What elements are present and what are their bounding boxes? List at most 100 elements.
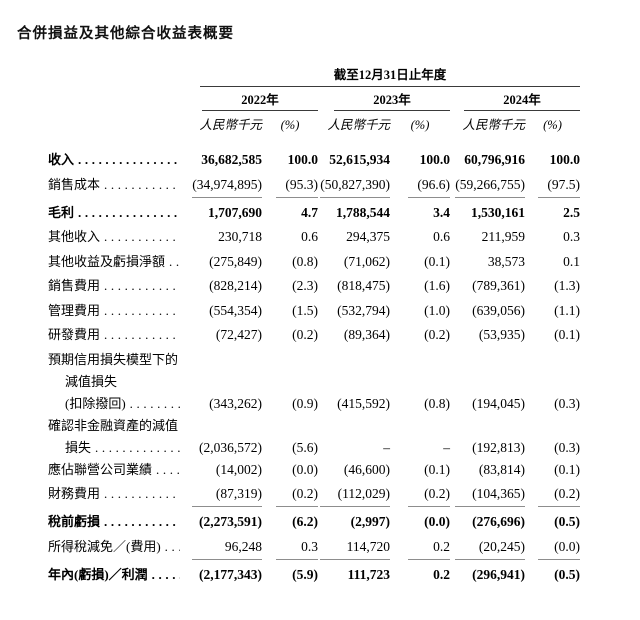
table-row: (扣除撥回)..................................… (48, 396, 580, 418)
row-label-cell: 預期信用損失模型下的 (48, 352, 580, 368)
amount-value: (818,475) (337, 278, 390, 293)
amount-value: (20,245) (450, 539, 525, 560)
row-label-cell: 損失......................................… (48, 440, 180, 456)
percent-value: (0.8) (292, 253, 318, 269)
table-row: 其他收入....................................… (48, 229, 580, 254)
row-label-cell: 應佔聯營公司業績................................… (48, 462, 180, 478)
amount-value: 36,682,585 (201, 152, 262, 167)
year-group-spacer (48, 93, 180, 111)
percent-label: (%) (410, 118, 430, 132)
row-label: 年內(虧損)／利潤 (48, 566, 148, 582)
row-label: 其他收入 (48, 229, 101, 244)
row-label-cell: 研發費用....................................… (48, 327, 180, 343)
row-label: 預期信用損失模型下的 (48, 351, 179, 367)
percent-value: (5.9) (292, 566, 318, 582)
row-label: 減值損失 (65, 373, 118, 389)
percent-value: (0.0) (525, 539, 580, 560)
amount-value: (2,036,572) (199, 439, 262, 455)
table-row: 預期信用損失模型下的 (48, 352, 580, 374)
percent-value: 0.3 (262, 539, 318, 560)
amount-value: 38,573 (487, 253, 525, 269)
percent-value: (0.0) (292, 461, 318, 477)
amount-value: (192,813) (472, 439, 525, 455)
percent-value: (0.3) (554, 439, 580, 455)
table-row: 銷售費用....................................… (48, 278, 580, 303)
amount-value: (34,974,895) (180, 177, 262, 198)
percent-value: 0.6 (301, 229, 318, 244)
percent-value: (0.2) (424, 327, 450, 342)
amount-value: (59,266,755) (450, 177, 525, 198)
row-label-cell: 其他收入....................................… (48, 229, 180, 245)
row-label: (扣除撥回) (65, 395, 126, 411)
amount-value: (415,592) (337, 395, 390, 411)
table-row: 稅前虧損....................................… (48, 514, 580, 539)
table-row: 研發費用....................................… (48, 327, 580, 352)
row-label: 損失 (65, 439, 92, 455)
leader-dots: ........................................… (151, 566, 180, 582)
percent-label: (%) (543, 118, 562, 132)
amount-value: 294,375 (346, 229, 390, 244)
table-row: 管理費用....................................… (48, 303, 580, 328)
amount-value: (89,364) (343, 327, 390, 342)
amount-value: 1,707,690 (208, 204, 262, 220)
percent-value: (0.5) (554, 514, 580, 529)
leader-dots: ........................................… (104, 327, 180, 342)
percent-value: (5.6) (292, 439, 318, 455)
amount-value: (639,056) (472, 302, 525, 318)
percent-value: (1.1) (554, 302, 580, 318)
row-label-cell: 銷售成本....................................… (48, 177, 180, 193)
row-label: 收入 (48, 152, 75, 167)
leader-dots: ........................................… (104, 486, 180, 501)
leader-dots: ........................................… (104, 302, 180, 318)
row-label: 稅前虧損 (48, 514, 101, 529)
percent-value: – (443, 439, 450, 455)
row-label: 毛利 (48, 204, 75, 220)
table-body: 收入......................................… (48, 152, 580, 591)
percent-value: (0.5) (554, 566, 580, 582)
percent-value: 0.1 (563, 253, 580, 269)
table-row: 損失......................................… (48, 440, 580, 462)
year-label: 2024年 (464, 93, 580, 111)
subheader-spacer (48, 118, 180, 132)
amount-value: (828,214) (209, 278, 262, 293)
leader-dots: ........................................… (164, 538, 180, 554)
year-group-row: 2022年 2023年 2024年 (48, 93, 580, 111)
leader-dots: ........................................… (78, 204, 180, 220)
leader-dots: ........................................… (95, 439, 180, 455)
row-label-cell: (扣除撥回)..................................… (48, 396, 180, 412)
row-label: 確認非金融資產的減值 (48, 417, 179, 433)
amount-value: (275,849) (209, 253, 262, 269)
row-label: 應佔聯營公司業績 (48, 461, 153, 477)
amount-value: (296,941) (472, 566, 525, 582)
amount-value: 1,788,544 (336, 204, 390, 220)
amount-value: (532,794) (337, 302, 390, 318)
row-label-cell: 銷售費用....................................… (48, 278, 180, 294)
year-label: 2023年 (334, 93, 450, 111)
row-label-cell: 所得稅減免／(費用)..............................… (48, 539, 180, 555)
page-title: 合併損益及其他綜合收益表概要 (17, 26, 234, 42)
amount-value: 111,723 (347, 566, 390, 582)
amount-value: 1,530,161 (471, 204, 525, 220)
amount-value: (2,177,343) (199, 566, 262, 582)
amount-value: (14,002) (215, 461, 262, 477)
percent-value: 4.7 (301, 204, 318, 220)
year-group: 2023年 (318, 93, 450, 111)
leader-dots: ........................................… (104, 514, 180, 529)
percent-label: (%) (280, 118, 300, 132)
percent-value: 0.6 (433, 229, 450, 244)
row-label-cell: 年內(虧損)／利潤...............................… (48, 567, 180, 583)
amount-value: (71,062) (343, 253, 390, 269)
table-row: 收入......................................… (48, 152, 580, 177)
percent-value: (0.2) (292, 327, 318, 342)
percent-value: (1.3) (554, 278, 580, 293)
table-row: 其他收益及虧損淨額...............................… (48, 254, 580, 279)
amount-value: (50,827,390) (318, 177, 390, 198)
row-label-cell: 減值損失 (48, 374, 580, 390)
row-label: 管理費用 (48, 302, 101, 318)
amount-value: 52,615,934 (329, 152, 390, 167)
percent-value: 0.3 (563, 229, 580, 244)
percent-value: (1.0) (424, 302, 450, 318)
amount-value: (104,365) (450, 486, 525, 507)
year-group: 2022年 (180, 93, 318, 111)
